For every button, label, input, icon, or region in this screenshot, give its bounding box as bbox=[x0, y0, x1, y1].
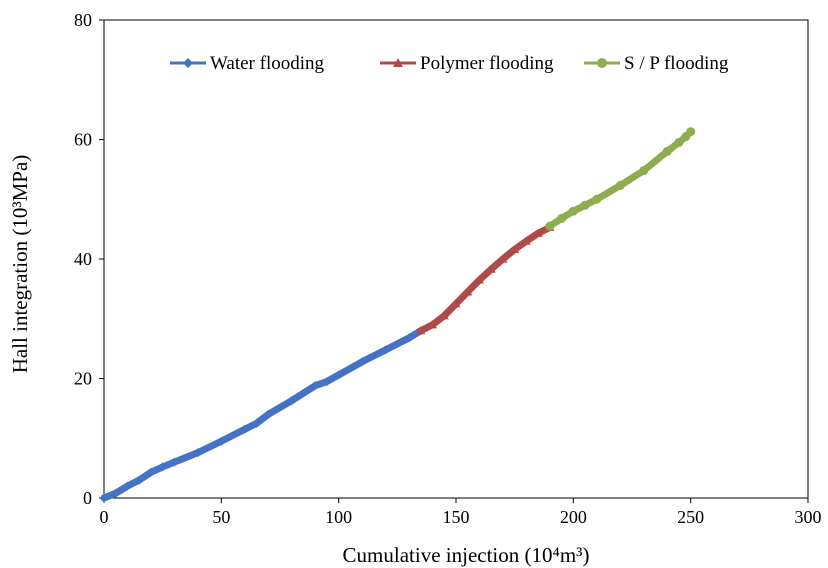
data-point bbox=[193, 448, 203, 458]
legend-item-s-p-flooding: S / P flooding bbox=[584, 53, 729, 74]
legend-marker bbox=[183, 58, 193, 68]
data-point bbox=[568, 206, 578, 216]
data-point bbox=[169, 457, 179, 467]
legend-marker bbox=[597, 58, 607, 68]
series-water-flooding bbox=[99, 326, 426, 503]
data-point bbox=[158, 462, 168, 472]
y-axis-title: Hall integration (10³MPa) bbox=[8, 155, 32, 374]
data-point bbox=[486, 264, 496, 273]
data-point bbox=[134, 475, 144, 485]
data-point bbox=[474, 275, 484, 284]
series-line-polymer-flooding bbox=[417, 223, 554, 335]
data-point bbox=[662, 146, 672, 156]
y-tick-label: 80 bbox=[74, 10, 92, 30]
series-layer bbox=[99, 127, 696, 503]
data-point bbox=[111, 488, 121, 498]
data-point bbox=[686, 127, 696, 137]
x-tick-label: 300 bbox=[795, 507, 822, 527]
data-point bbox=[216, 436, 226, 446]
legend-marker bbox=[393, 58, 403, 67]
data-point bbox=[381, 345, 391, 355]
data-point bbox=[240, 424, 250, 434]
data-point bbox=[451, 299, 461, 308]
data-point bbox=[521, 236, 531, 245]
data-point bbox=[416, 326, 426, 335]
data-point bbox=[615, 181, 625, 191]
data-point bbox=[357, 357, 367, 367]
data-point bbox=[545, 221, 555, 231]
y-tick-label: 60 bbox=[74, 130, 92, 150]
legend-label: S / P flooding bbox=[624, 53, 729, 74]
x-tick-label: 0 bbox=[100, 507, 109, 527]
data-point bbox=[439, 311, 449, 320]
data-point bbox=[674, 137, 684, 147]
data-point bbox=[557, 213, 567, 223]
data-point bbox=[580, 200, 590, 210]
tick-marks: 0 50 100 150 200 250 300 0 20 40 60 80 bbox=[74, 10, 822, 527]
data-point bbox=[592, 194, 602, 204]
x-tick-label: 100 bbox=[325, 507, 352, 527]
series-polymer-flooding bbox=[416, 222, 555, 335]
data-point bbox=[533, 228, 543, 237]
series-s-p-flooding bbox=[545, 127, 696, 231]
data-point bbox=[404, 333, 414, 343]
data-point bbox=[310, 381, 320, 391]
data-point bbox=[428, 320, 438, 329]
data-point bbox=[146, 467, 156, 477]
data-point bbox=[322, 376, 332, 386]
x-tick-label: 250 bbox=[677, 507, 704, 527]
x-tick-label: 50 bbox=[212, 507, 230, 527]
plot-frame bbox=[103, 19, 809, 499]
legend-item-polymer-flooding: Polymer flooding bbox=[380, 53, 554, 74]
axes bbox=[103, 19, 809, 499]
legend: Water flooding Polymer flooding S / P floo… bbox=[170, 53, 729, 74]
data-point bbox=[510, 244, 520, 254]
data-point bbox=[334, 370, 344, 380]
data-point bbox=[252, 418, 262, 428]
data-point bbox=[99, 493, 109, 503]
data-point bbox=[498, 254, 508, 263]
y-tick-label: 40 bbox=[74, 249, 92, 269]
data-point bbox=[122, 481, 132, 491]
data-point bbox=[287, 396, 297, 406]
legend-label: Polymer flooding bbox=[420, 53, 554, 74]
x-axis-title: Cumulative injection (10⁴m³) bbox=[343, 543, 590, 567]
y-tick-label: 0 bbox=[83, 488, 92, 508]
data-point bbox=[463, 287, 473, 296]
x-tick-label: 200 bbox=[560, 507, 587, 527]
legend-label: Water flooding bbox=[210, 53, 325, 74]
y-tick-label: 20 bbox=[74, 369, 92, 389]
legend-item-water-flooding: Water flooding bbox=[170, 53, 325, 74]
x-tick-label: 150 bbox=[443, 507, 470, 527]
data-point bbox=[263, 409, 273, 419]
data-point bbox=[639, 166, 649, 176]
